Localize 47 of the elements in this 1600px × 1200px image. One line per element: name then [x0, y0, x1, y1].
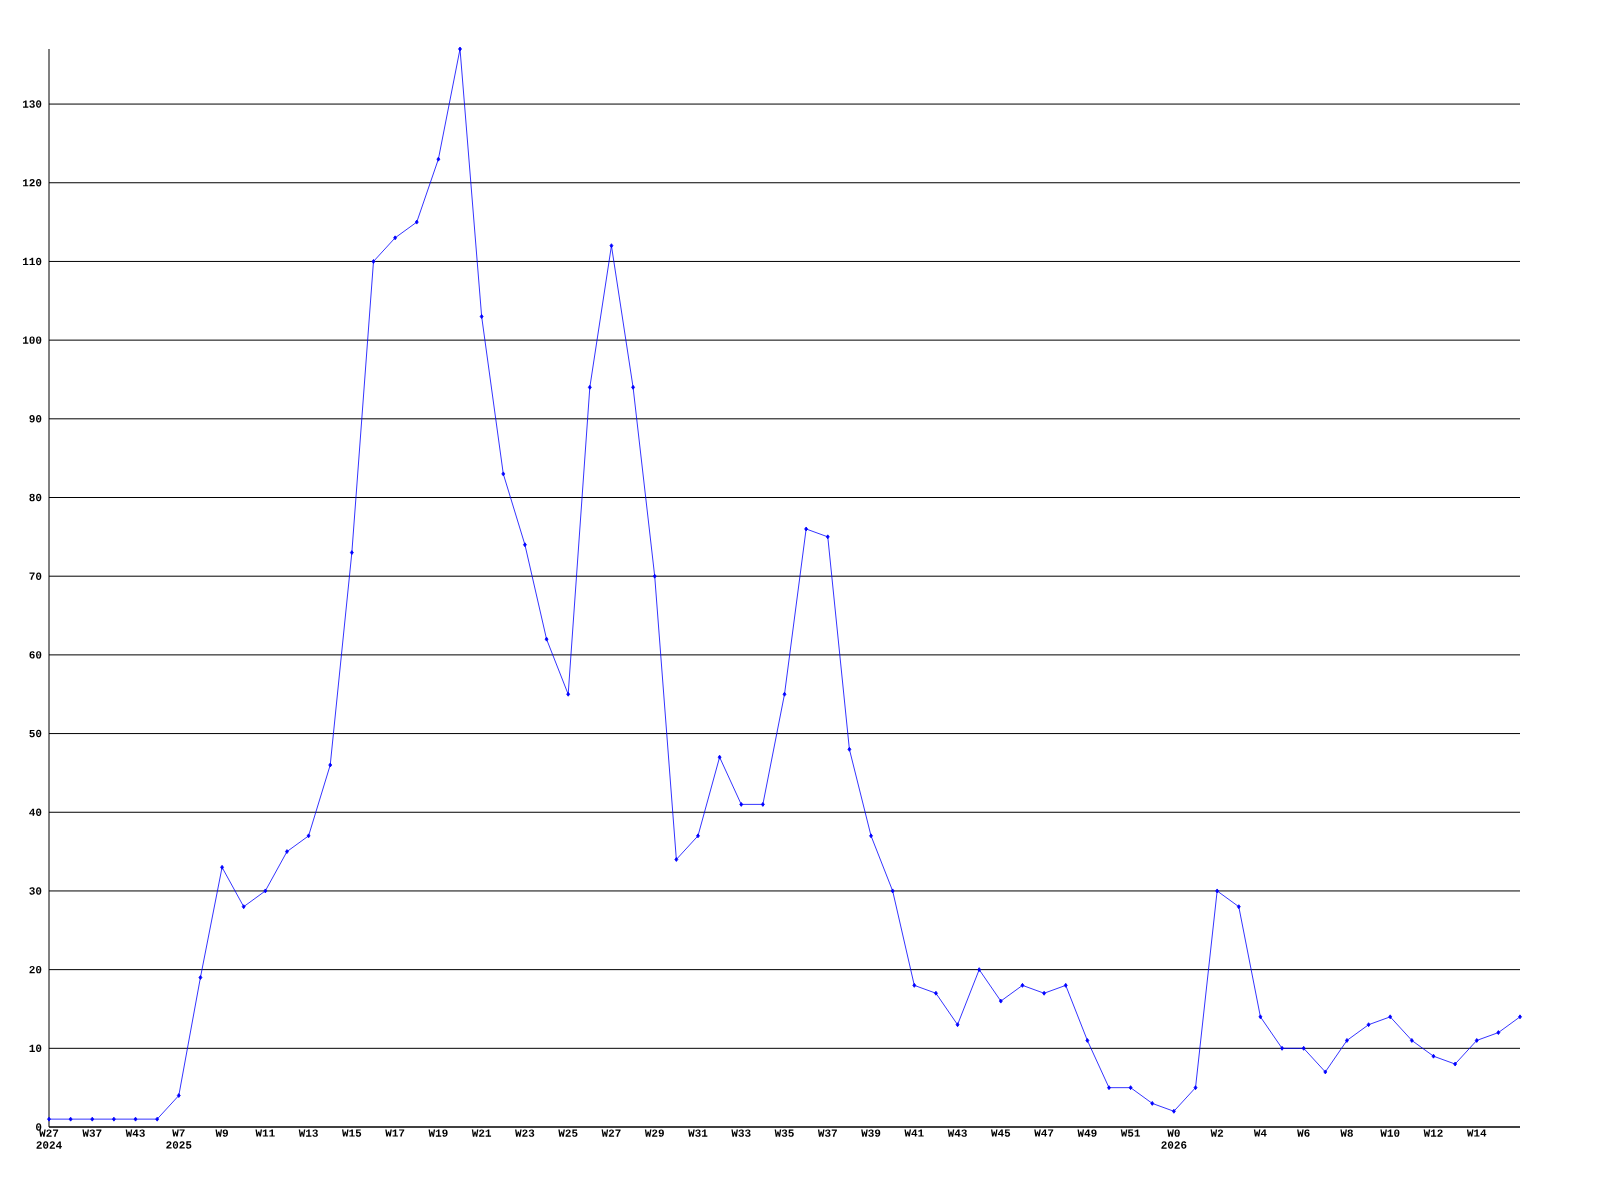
y-tick-label: 20 [29, 965, 42, 974]
y-tick-label: 110 [22, 257, 42, 266]
x-tick-label: W49 [1077, 1129, 1097, 1137]
y-tick-label: 60 [29, 651, 42, 659]
x-tick-label: W51 [1120, 1129, 1141, 1137]
y-tick-label: 50 [29, 729, 42, 738]
y-tick-label: 80 [29, 493, 42, 502]
x-tick-label: W17 [385, 1129, 405, 1137]
x-tick-label: W13 [298, 1129, 318, 1137]
x-tick-label: W9 [215, 1129, 228, 1137]
x-tick-label: W19 [428, 1129, 448, 1137]
x-tick-label: W8 [1340, 1129, 1353, 1137]
y-tick-label: 30 [29, 887, 42, 895]
y-tick-label: 0 [36, 1123, 42, 1131]
x-tick-label: W29 [644, 1129, 664, 1137]
x-tick-label: W27 [601, 1129, 621, 1137]
x-tick-label: W7 2025 [166, 1129, 192, 1149]
x-tick-label: W12 [1423, 1129, 1443, 1137]
y-tick-label: 40 [29, 808, 42, 816]
x-tick-label: W35 [774, 1129, 794, 1137]
x-tick-label: W0 2026 [1161, 1129, 1187, 1149]
x-tick-label: W39 [861, 1129, 881, 1137]
x-tick-label: W21 [471, 1129, 492, 1137]
x-tick-label: W37 [82, 1129, 102, 1137]
y-tick-label: 10 [29, 1044, 42, 1053]
y-tick-label: 90 [29, 415, 42, 423]
x-tick-label: W14 [1466, 1129, 1487, 1137]
x-tick-label: W23 [515, 1129, 535, 1137]
x-tick-label: W4 [1253, 1129, 1267, 1137]
x-tick-label: W25 [558, 1129, 578, 1137]
x-tick-label: W43 [947, 1129, 967, 1137]
y-tick-label: 70 [29, 572, 42, 580]
x-tick-label: W6 [1297, 1129, 1310, 1137]
x-tick-label: W45 [990, 1129, 1011, 1137]
x-tick-label: W11 [255, 1129, 275, 1137]
x-tick-label: W2 [1210, 1129, 1224, 1137]
x-tick-label: W37 [817, 1129, 837, 1137]
x-tick-label: W31 [688, 1129, 708, 1137]
x-tick-label: W41 [904, 1129, 924, 1137]
x-tick-label: W15 [341, 1129, 362, 1137]
y-tick-label: 100 [22, 336, 42, 344]
x-tick-label: W33 [731, 1129, 751, 1137]
x-tick-label: W47 [1034, 1129, 1054, 1137]
x-tick-label: W10 [1380, 1129, 1400, 1137]
x-tick-label: W43 [125, 1129, 145, 1137]
y-tick-label: 130 [22, 100, 42, 108]
y-tick-label: 120 [22, 179, 42, 187]
